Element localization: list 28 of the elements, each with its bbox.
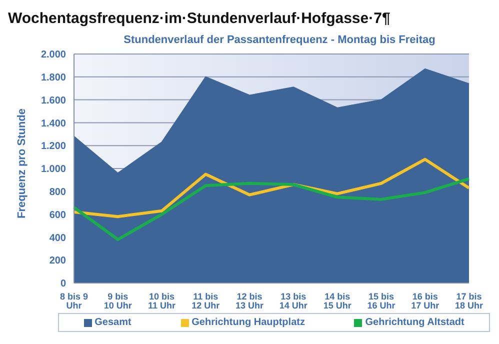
line-series — [72, 177, 470, 241]
x-tick-label: 16 bis 17 Uhr — [411, 291, 440, 310]
y-tick-label: 600 — [49, 210, 66, 221]
x-tick-label: 11 bis 12 Uhr — [192, 291, 220, 310]
x-tick-label: 13 bis 14 Uhr — [279, 291, 308, 310]
chart-title: Wochentagsfrequenz·im·Stundenverlauf·Hofgasse·7¶ — [8, 9, 392, 29]
legend-label: Gehrichtung Hauptplatz — [190, 317, 305, 328]
x-tick-label: 15 bis 16 Uhr — [367, 291, 396, 310]
y-tick-label: 1.600 — [40, 95, 66, 106]
y-tick-label: 1.800 — [40, 72, 66, 84]
y-tick-label: 200 — [49, 256, 66, 267]
x-tick-label: 10 bis 11 Uhr — [148, 291, 176, 310]
x-tick-label: 8 bis 9 Uhr — [60, 291, 88, 310]
y-axis-title: Frequenz pro Stunde — [16, 108, 28, 218]
y-tick-label: 1.200 — [40, 141, 66, 152]
x-tick-label: 9 bis 10 Uhr — [104, 291, 132, 310]
y-tick-label: 800 — [49, 186, 66, 198]
x-tick-label: 17 bis 18 Uhr — [454, 291, 484, 310]
y-tick-label: 2.000 — [40, 50, 66, 61]
x-tick-label: 12 bis 13 Uhr — [236, 291, 264, 310]
legend-label: Gesamt — [94, 317, 132, 328]
y-tick-label: 1.400 — [40, 118, 66, 130]
x-tick-label: 14 bis 15 Uhr — [323, 291, 352, 310]
y-tick-label: 400 — [49, 232, 66, 244]
y-tick-label: 1.000 — [40, 164, 66, 176]
chart-subtitle: Stundenverlauf der Passantenfrequenz - Montag bis Freitag — [122, 34, 436, 48]
y-tick-label: 0 — [60, 278, 66, 290]
legend-label: Gehrichtung Altstadt — [364, 317, 464, 328]
